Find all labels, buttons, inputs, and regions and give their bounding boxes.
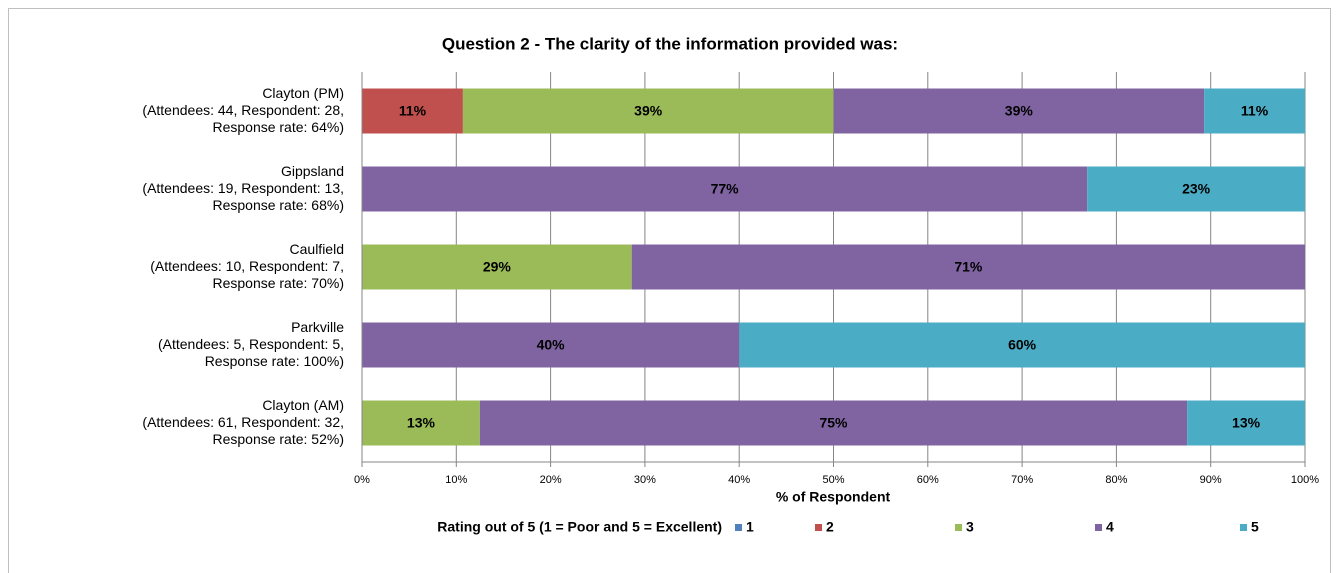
data-label: 77% — [711, 181, 740, 197]
bar-segment — [833, 88, 1205, 134]
data-label: 40% — [537, 337, 566, 353]
y-tick-label: Caulfield (Attendees: 10, Respondent: 7, R… — [150, 241, 344, 291]
y-tick-label: Clayton (AM) (Attendees: 61, Respondent: … — [142, 397, 344, 447]
bar-segment — [462, 88, 834, 134]
x-tick-label: 80% — [1105, 474, 1127, 486]
x-tick-label: 10% — [445, 474, 467, 486]
legend-label: 2 — [826, 519, 834, 535]
legend-label: 1 — [746, 519, 754, 535]
legend-swatch — [1095, 524, 1102, 531]
legend-swatch — [955, 524, 962, 531]
legend-title: Rating out of 5 (1 = Poor and 5 = Excell… — [437, 519, 722, 535]
x-tick-label: 30% — [634, 474, 656, 486]
bar-segment — [362, 244, 632, 290]
bar-segment — [362, 322, 740, 368]
x-tick-label: 20% — [540, 474, 562, 486]
bar-segment — [362, 166, 1088, 212]
chart-title: Question 2 - The clarity of the informat… — [442, 34, 898, 53]
legend-swatch — [735, 524, 742, 531]
data-label: 75% — [819, 415, 848, 431]
data-label: 39% — [634, 103, 663, 119]
data-label: 13% — [1232, 415, 1261, 431]
x-tick-label: 100% — [1291, 474, 1319, 486]
bar-segment — [1187, 400, 1305, 446]
data-label: 13% — [407, 415, 436, 431]
data-label: 29% — [483, 259, 512, 275]
legend-label: 4 — [1106, 519, 1114, 535]
y-tick-label: Gippsland (Attendees: 19, Respondent: 13,… — [142, 163, 344, 213]
x-axis-label: % of Respondent — [776, 489, 891, 505]
x-tick-label: 40% — [728, 474, 750, 486]
bar-segment — [362, 400, 480, 446]
legend-label: 5 — [1251, 519, 1259, 535]
bar-segment — [362, 88, 463, 134]
data-label: 11% — [399, 103, 427, 119]
bar-segment — [631, 244, 1305, 290]
legend-swatch — [1240, 524, 1247, 531]
bar-segment — [1204, 88, 1305, 134]
bar-segment — [1087, 166, 1305, 212]
data-label: 71% — [954, 259, 983, 275]
y-tick-label: Parkville (Attendees: 5, Respondent: 5, Re… — [158, 319, 344, 369]
data-label: 60% — [1008, 337, 1037, 353]
legend-swatch — [815, 524, 822, 531]
legend-label: 3 — [966, 519, 974, 535]
bar-segment — [479, 400, 1188, 446]
data-label: 39% — [1005, 103, 1034, 119]
x-tick-label: 60% — [917, 474, 939, 486]
x-tick-label: 0% — [354, 474, 370, 486]
y-tick-label: Clayton (PM) (Attendees: 44, Respondent: … — [142, 85, 344, 135]
x-tick-label: 50% — [822, 474, 844, 486]
bar-segment — [739, 322, 1305, 368]
data-label: 23% — [1182, 181, 1211, 197]
x-tick-label: 90% — [1200, 474, 1222, 486]
x-tick-label: 70% — [1011, 474, 1033, 486]
data-label: 11% — [1241, 103, 1269, 119]
